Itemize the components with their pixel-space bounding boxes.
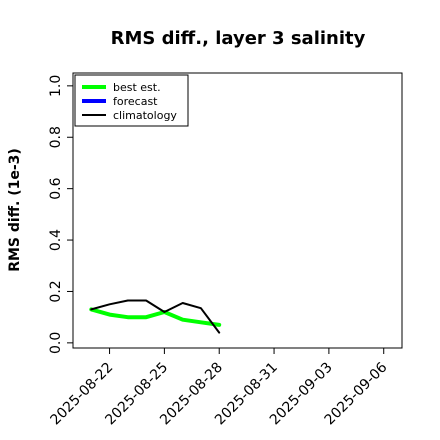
y-tick-label: 0.2	[48, 280, 64, 302]
legend-label: climatology	[113, 109, 177, 122]
legend-label: forecast	[113, 95, 158, 108]
y-tick-label: 0.0	[48, 332, 64, 354]
y-tick-label: 0.6	[48, 177, 64, 199]
series-line-best-est	[89, 307, 222, 327]
y-tick-label: 0.8	[48, 126, 64, 148]
series-line-climatology	[90, 299, 221, 334]
y-tick-label: 0.4	[48, 229, 64, 251]
legend-label: best est.	[113, 81, 161, 94]
y-tick-label: 1.0	[48, 75, 64, 97]
plot-frame	[72, 72, 403, 349]
chart-title: RMS diff., layer 3 salinity	[111, 28, 366, 49]
y-axis-label: RMS diff. (1e-3)	[7, 148, 23, 272]
